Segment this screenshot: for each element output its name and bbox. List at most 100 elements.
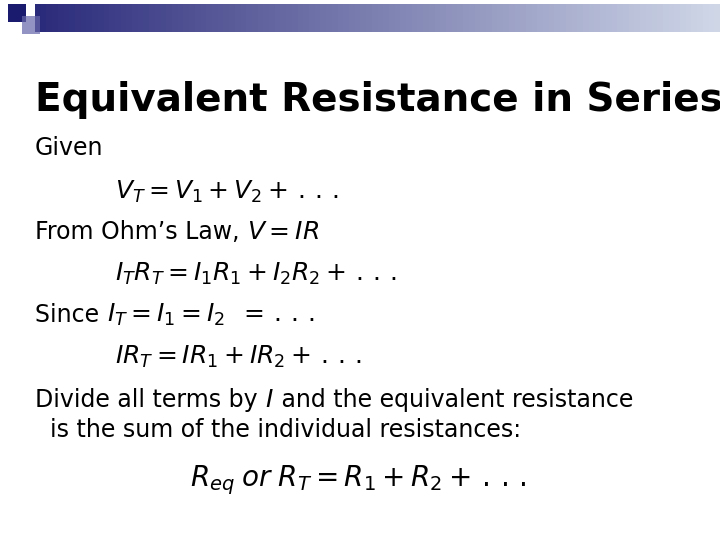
Text: $I_T R_T = I_1 R_1 + I_2 R_2 + \, . \, . \, .$: $I_T R_T = I_1 R_1 + I_2 R_2 + \, . \, .… — [115, 261, 397, 287]
Bar — [423, 4, 429, 32]
Bar — [457, 4, 464, 32]
Bar — [286, 4, 292, 32]
Bar — [275, 4, 281, 32]
Bar — [115, 4, 121, 32]
Text: Equivalent Resistance in Series: Equivalent Resistance in Series — [35, 81, 720, 119]
Bar — [617, 4, 624, 32]
Bar — [201, 4, 207, 32]
Bar — [395, 4, 401, 32]
Bar — [35, 4, 41, 32]
Bar — [583, 4, 589, 32]
Bar — [189, 4, 195, 32]
Bar — [463, 4, 469, 32]
Bar — [46, 4, 53, 32]
Bar — [652, 4, 657, 32]
Bar — [240, 4, 247, 32]
Bar — [697, 4, 703, 32]
Bar — [708, 4, 715, 32]
Bar — [606, 4, 612, 32]
Bar — [81, 4, 87, 32]
Bar — [400, 4, 407, 32]
Bar — [8, 4, 26, 22]
Bar — [418, 4, 423, 32]
Bar — [355, 4, 361, 32]
Bar — [515, 4, 521, 32]
Bar — [389, 4, 395, 32]
Bar — [572, 4, 577, 32]
Bar — [480, 4, 487, 32]
Text: $IR_T = IR_1 + IR_2 + \, . \, . \, .$: $IR_T = IR_1 + IR_2 + \, . \, . \, .$ — [115, 344, 361, 370]
Text: $R_{eq} \; or \; R_T = R_1 + R_2 + \, . \, . \, .$: $R_{eq} \; or \; R_T = R_1 + R_2 + \, . … — [190, 463, 526, 497]
Bar — [640, 4, 647, 32]
Bar — [383, 4, 390, 32]
Bar — [486, 4, 492, 32]
Bar — [349, 4, 355, 32]
Bar — [537, 4, 544, 32]
Bar — [657, 4, 663, 32]
Bar — [611, 4, 618, 32]
Bar — [600, 4, 606, 32]
Bar — [178, 4, 184, 32]
Bar — [498, 4, 503, 32]
Bar — [509, 4, 515, 32]
Bar — [343, 4, 349, 32]
Bar — [560, 4, 567, 32]
Bar — [161, 4, 167, 32]
Bar — [675, 4, 680, 32]
Bar — [258, 4, 264, 32]
Bar — [217, 4, 224, 32]
Bar — [338, 4, 343, 32]
Bar — [320, 4, 327, 32]
Text: Given: Given — [35, 136, 104, 160]
Bar — [246, 4, 253, 32]
Bar — [132, 4, 138, 32]
Bar — [184, 4, 189, 32]
Bar — [303, 4, 310, 32]
Bar — [309, 4, 315, 32]
Bar — [703, 4, 709, 32]
Bar — [435, 4, 441, 32]
Text: $V = IR$: $V = IR$ — [247, 220, 319, 244]
Bar — [680, 4, 686, 32]
Bar — [332, 4, 338, 32]
Bar — [549, 4, 555, 32]
Bar — [149, 4, 156, 32]
Bar — [406, 4, 413, 32]
Bar — [98, 4, 104, 32]
Bar — [366, 4, 372, 32]
Bar — [155, 4, 161, 32]
Bar — [252, 4, 258, 32]
Bar — [663, 4, 669, 32]
Bar — [634, 4, 641, 32]
Bar — [166, 4, 173, 32]
Bar — [41, 4, 47, 32]
Bar — [577, 4, 583, 32]
Bar — [315, 4, 321, 32]
Text: $I_T = I_1 = I_2 \;\; = \, . \, . \, .$: $I_T = I_1 = I_2 \;\; = \, . \, . \, .$ — [107, 302, 315, 328]
Bar — [138, 4, 144, 32]
Bar — [685, 4, 692, 32]
Bar — [195, 4, 201, 32]
Bar — [543, 4, 549, 32]
Bar — [589, 4, 595, 32]
Bar — [22, 16, 40, 34]
Bar — [566, 4, 572, 32]
Text: is the sum of the individual resistances:: is the sum of the individual resistances… — [35, 418, 521, 442]
Bar — [75, 4, 81, 32]
Bar — [212, 4, 218, 32]
Bar — [446, 4, 452, 32]
Bar — [503, 4, 509, 32]
Bar — [264, 4, 269, 32]
Bar — [469, 4, 475, 32]
Bar — [412, 4, 418, 32]
Bar — [206, 4, 212, 32]
Bar — [109, 4, 115, 32]
Bar — [554, 4, 561, 32]
Bar — [474, 4, 481, 32]
Bar — [63, 4, 70, 32]
Text: From Ohm’s Law,: From Ohm’s Law, — [35, 220, 247, 244]
Bar — [714, 4, 720, 32]
Text: and the equivalent resistance: and the equivalent resistance — [274, 388, 633, 412]
Bar — [326, 4, 333, 32]
Bar — [669, 4, 675, 32]
